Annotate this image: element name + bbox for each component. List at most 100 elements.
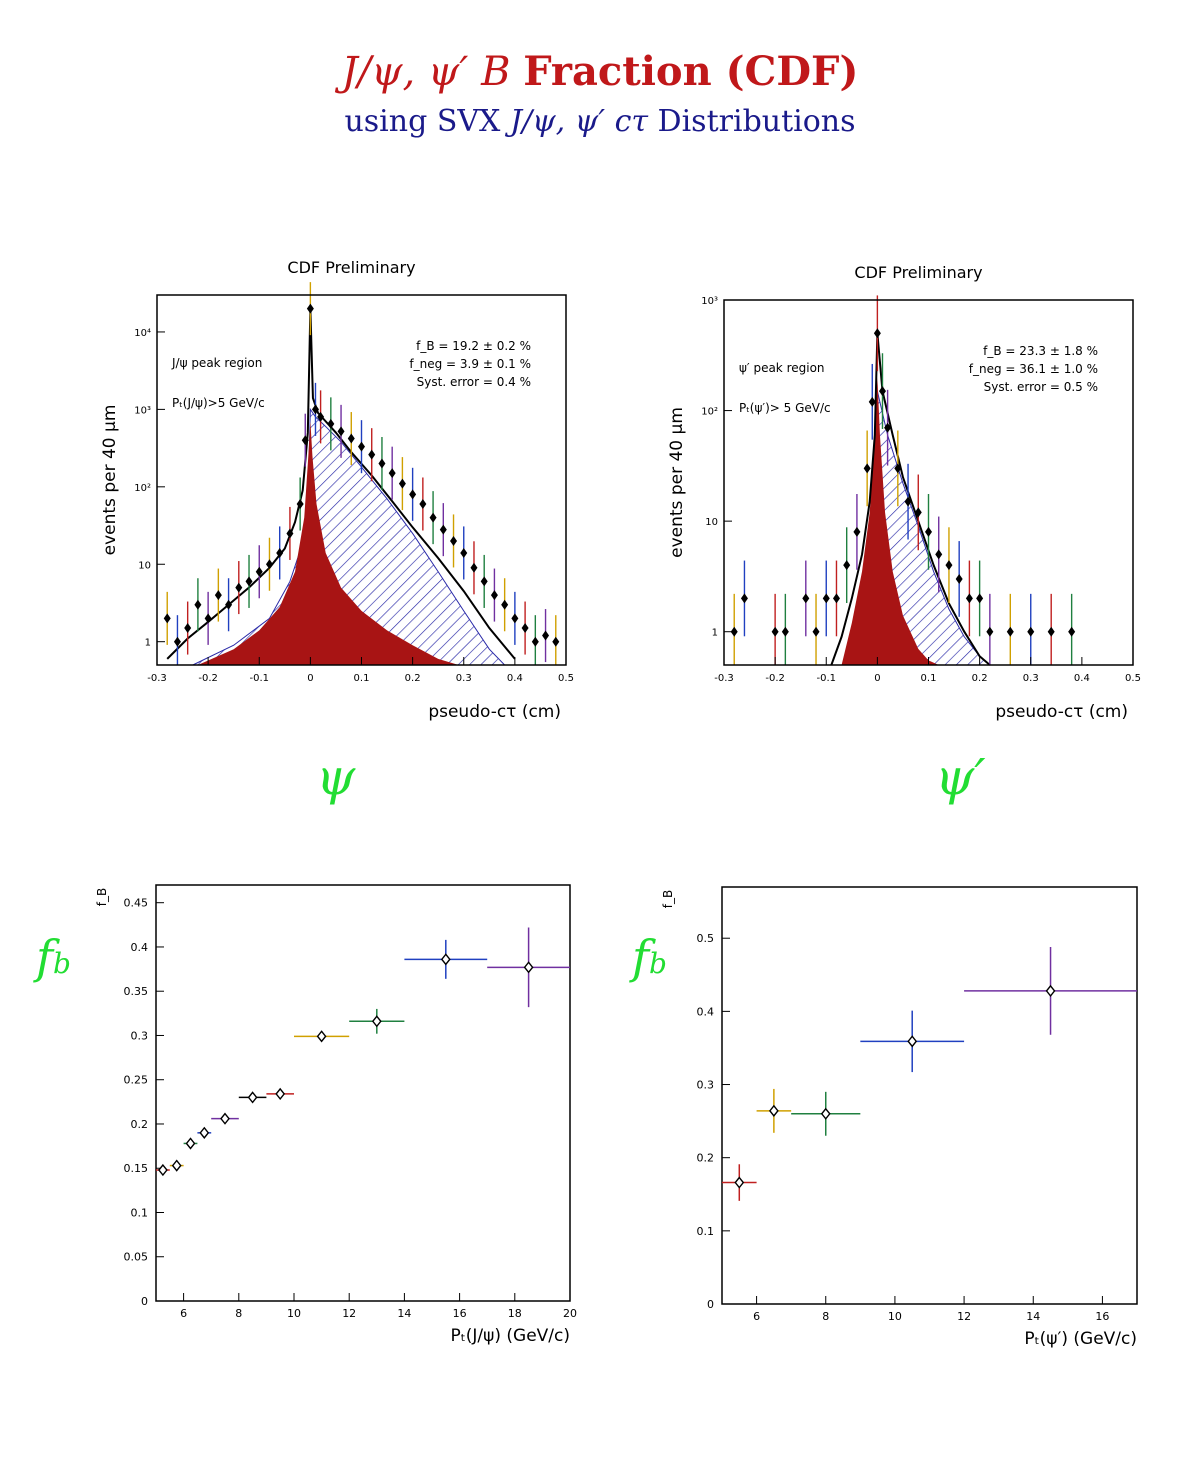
page-subtitle-prefix: using SVX: [344, 104, 501, 139]
data-point: [552, 636, 560, 647]
handwritten-psi-label: ψ: [316, 748, 356, 806]
data-point: [904, 496, 912, 507]
y-axis-label: events per 40 μm: [667, 407, 687, 558]
data-point: [398, 478, 406, 489]
y-axis-label: f_B: [95, 888, 109, 906]
fit-curve: [166, 308, 516, 660]
data-point: [781, 626, 789, 637]
data-point: [802, 593, 810, 604]
handwritten-psi-prime-label: ψ′: [935, 748, 986, 806]
x-tick-label: 16: [1095, 1310, 1109, 1323]
peak-region-label: ψ′ peak region: [739, 361, 825, 375]
data-point: [311, 404, 319, 415]
data-point: [347, 433, 355, 444]
y-tick-label: 10⁴: [134, 328, 151, 339]
data-point: [511, 613, 519, 624]
handwritten-fb-right-sub: b: [649, 947, 667, 980]
data-point: [235, 582, 243, 593]
fneg-value-label: f_neg = 36.1 ± 1.0 %: [969, 362, 1098, 376]
data-point: [368, 449, 376, 460]
syst-error-label: Syst. error = 0.5 %: [984, 380, 1098, 394]
data-point: [286, 528, 294, 539]
data-point: [429, 512, 437, 523]
data-point: [945, 560, 953, 571]
y-tick-label: 0.45: [124, 897, 149, 910]
x-axis-label: Pₜ(ψ′) (GeV/c): [1024, 1329, 1137, 1349]
y-tick-label: 0: [141, 1295, 148, 1308]
data-point: [1006, 626, 1014, 637]
handwritten-fb-right-label: fb: [632, 930, 667, 984]
y-tick-label: 0.2: [131, 1118, 149, 1131]
prompt-component-area: [841, 377, 939, 665]
y-tick-label: 0: [707, 1298, 714, 1311]
data-point: [730, 626, 738, 637]
psiprime-fb-vs-pt-chart: 6 8 10 12 14 16 0 0.1 0.2 0.3 0.4 0.5 Pₜ(ψ′) (GeV/c)…: [661, 886, 1138, 1349]
data-point: [822, 593, 830, 604]
x-tick-label: -0.2: [198, 673, 218, 684]
data-point: [276, 547, 284, 558]
x-tick-label: 0: [874, 673, 880, 684]
y-tick-label: 0.25: [124, 1074, 149, 1087]
x-tick-label: -0.1: [249, 673, 269, 684]
y-tick-label: 0.15: [124, 1162, 149, 1175]
x-tick-label: 10: [287, 1307, 301, 1320]
data-point: [327, 418, 335, 429]
data-point: [470, 562, 478, 573]
pt-cut-label: Pₜ(ψ′)> 5 GeV/c: [739, 401, 831, 415]
data-point: [863, 463, 871, 474]
data-point: [173, 636, 181, 647]
handwritten-fb-right-f: f: [632, 930, 650, 984]
data-point: [439, 524, 447, 535]
data-point: [955, 573, 963, 584]
fneg-value-label: f_neg = 3.9 ± 0.1 %: [409, 357, 531, 371]
plot-frame: [155, 884, 571, 1302]
data-point: [409, 489, 417, 500]
data-point: [1068, 626, 1076, 637]
x-tick-label: 0.5: [558, 673, 574, 684]
y-tick-label: 0.1: [131, 1206, 149, 1219]
x-tick-label: -0.2: [765, 673, 785, 684]
data-point: [296, 498, 304, 509]
x-tick-label: -0.1: [816, 673, 836, 684]
x-tick-label: 0.4: [1074, 673, 1090, 684]
prompt-component-area: [197, 421, 459, 665]
data-point: [878, 386, 886, 397]
y-tick-label: 0.4: [697, 1005, 715, 1018]
data-point: [873, 328, 881, 339]
chart-title: CDF Preliminary: [854, 263, 982, 282]
data-point: [480, 576, 488, 587]
data-point: [521, 623, 529, 634]
x-tick-label: -0.3: [714, 673, 734, 684]
data-point: [768, 1104, 779, 1117]
data-point: [1027, 626, 1035, 637]
y-tick-label: 1: [145, 638, 151, 649]
data-point: [1047, 626, 1055, 637]
fb-value-label: f_B = 19.2 ± 0.2 %: [416, 339, 531, 353]
data-point: [832, 593, 840, 604]
page-title-particles: J/ψ, ψ′ B: [341, 49, 511, 95]
data-point: [542, 630, 550, 641]
data-point: [204, 613, 212, 624]
data-point: [388, 468, 396, 479]
data-point: [225, 599, 233, 610]
y-axis-label: events per 40 μm: [100, 405, 120, 556]
x-tick-label: 0: [307, 673, 313, 684]
x-tick-label: 10: [888, 1310, 902, 1323]
x-tick-label: 14: [1026, 1310, 1040, 1323]
y-tick-label: 10³: [701, 296, 718, 307]
data-point: [853, 526, 861, 537]
y-tick-label: 0.35: [124, 985, 149, 998]
x-tick-label: 8: [822, 1310, 829, 1323]
data-point: [868, 396, 876, 407]
x-tick-label: -0.3: [147, 673, 167, 684]
y-tick-label: 10²: [701, 407, 718, 418]
data-point: [907, 1035, 918, 1048]
b-component-area: [192, 407, 506, 666]
syst-error-label: Syst. error = 0.4 %: [417, 375, 531, 389]
y-tick-label: 0.4: [131, 941, 149, 954]
x-axis-label: pseudo-cτ (cm): [428, 702, 561, 722]
y-tick-label: 1: [712, 628, 718, 639]
data-point: [158, 1163, 168, 1177]
data-point: [531, 636, 539, 647]
y-tick-label: 0.5: [697, 932, 715, 945]
